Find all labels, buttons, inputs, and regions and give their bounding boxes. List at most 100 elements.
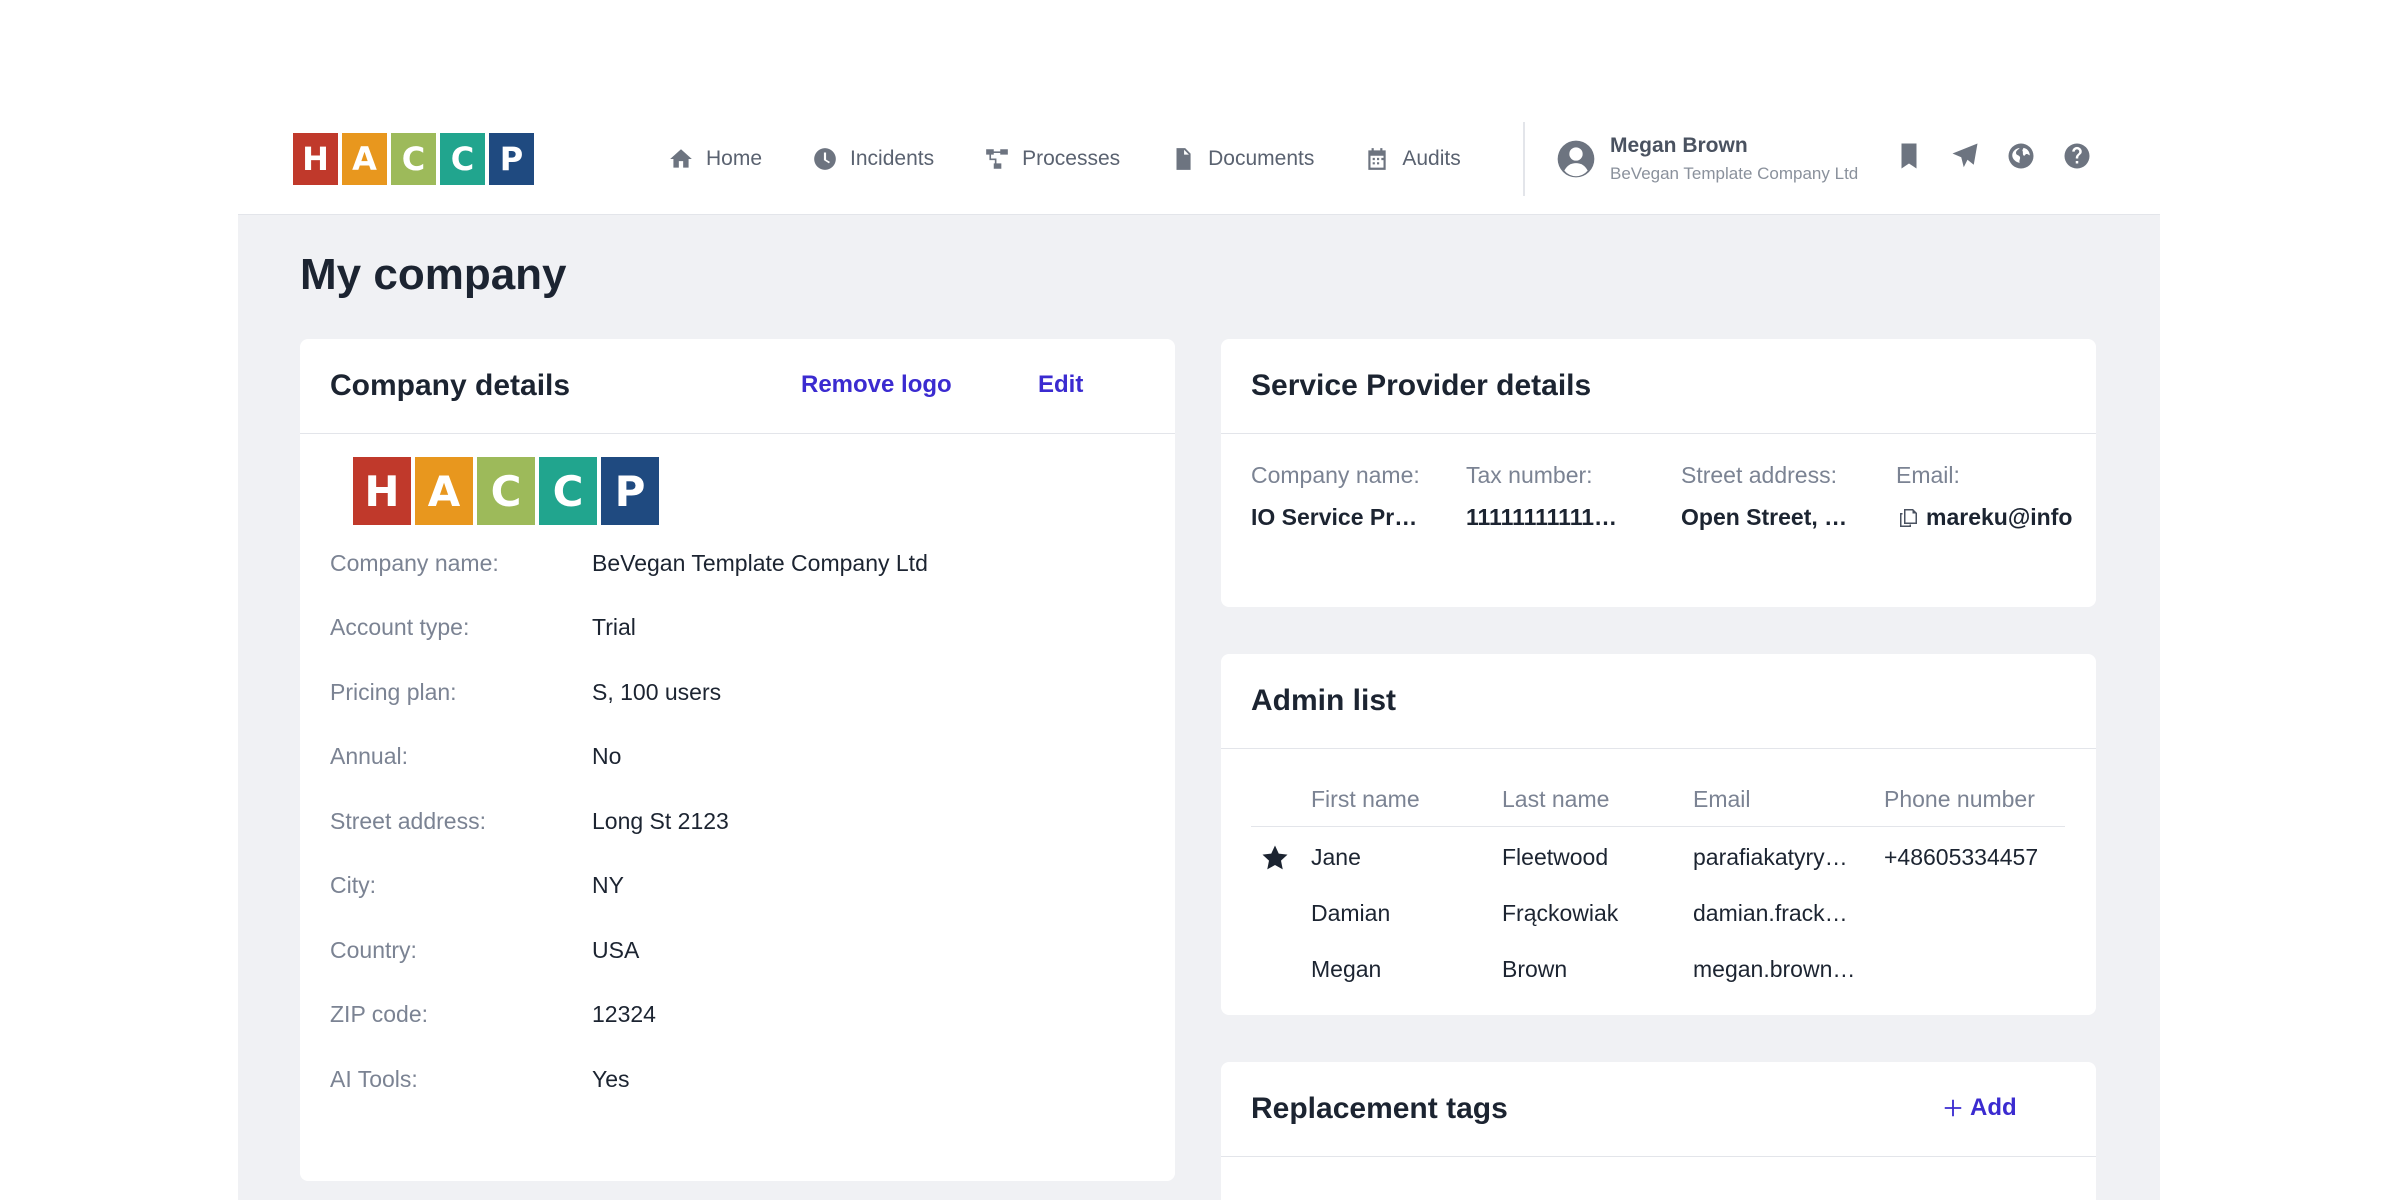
column-header: Last name — [1502, 786, 1610, 812]
cell-first-name: Damian — [1311, 900, 1391, 926]
logo-letter: C — [440, 133, 485, 185]
table-header-divider — [1251, 826, 2065, 827]
logo-letter: H — [293, 133, 338, 185]
top-navigation-bar — [238, 94, 2160, 215]
clock-icon — [814, 148, 836, 170]
cell-last-name: Brown — [1502, 956, 1568, 982]
cell-phone: +48605334457 — [1884, 844, 2039, 870]
sp-label: Email: — [1896, 462, 1960, 488]
sp-value: IO Service Pr… — [1251, 504, 1418, 530]
field-value: No — [592, 743, 622, 769]
cell-email: parafiakatyry… — [1693, 844, 1848, 870]
cell-email: damian.frack… — [1693, 900, 1848, 926]
field-value: Long St 2123 — [592, 808, 729, 834]
field-value: USA — [592, 937, 640, 963]
sp-value: 11111111111… — [1466, 504, 1618, 530]
star-icon — [1262, 845, 1288, 870]
nav-label: Incidents — [850, 147, 935, 170]
calendar-icon — [1368, 148, 1387, 170]
nav-item-incidents[interactable]: Incidents — [812, 146, 934, 172]
logo-letter: A — [342, 133, 387, 185]
admin-list-card: Admin list — [1221, 654, 2096, 1015]
replacement-tags-card: Replacement tags Add — [1221, 1062, 2096, 1200]
logo-letter: C — [539, 457, 597, 525]
company-details-card: Company details Remove logo Edit Company… — [300, 339, 1175, 1181]
field-value: 12324 — [592, 1001, 656, 1027]
field-label: Account type: — [330, 614, 470, 640]
field-label: Annual: — [330, 743, 409, 769]
user-menu[interactable]: Megan Brown BeVegan Template Company Ltd — [1556, 134, 1858, 184]
processes-icon — [986, 149, 1008, 169]
nav-divider — [1523, 122, 1525, 196]
page-title: My company — [300, 250, 567, 299]
cell-first-name: Megan — [1311, 956, 1382, 982]
logo-letter: A — [415, 457, 473, 525]
card-title: Service Provider details — [1251, 369, 1592, 402]
field-label: Company name: — [330, 550, 499, 576]
haccp-logo[interactable]: H A C C P — [293, 133, 534, 185]
remove-logo-button[interactable]: Remove logo — [801, 371, 952, 398]
nav-label: Audits — [1402, 147, 1461, 170]
company-logo: H A C C P — [353, 457, 659, 525]
nav-label: Processes — [1022, 147, 1121, 170]
main-nav: Home Incidents Processes Documents Audit… — [668, 142, 1511, 176]
nav-item-documents[interactable]: Documents — [1170, 146, 1314, 172]
globe-icon[interactable] — [2006, 141, 2036, 171]
sp-street-address: Street address: Open Street, … — [1681, 460, 1871, 531]
logo-letter: P — [489, 133, 534, 185]
home-icon — [670, 149, 692, 168]
field-label: AI Tools: — [330, 1066, 418, 1092]
send-icon[interactable] — [1950, 141, 1980, 171]
column-header: First name — [1311, 786, 1420, 812]
field-value: BeVegan Template Company Ltd — [592, 550, 928, 576]
field-label: City: — [330, 872, 376, 898]
service-provider-card: Service Provider details — [1221, 339, 2096, 607]
avatar-icon — [1557, 140, 1595, 178]
field-label: Country: — [330, 937, 417, 963]
field-label: ZIP code: — [330, 1001, 429, 1027]
plus-icon — [1944, 1099, 1962, 1117]
sp-label: Company name: — [1251, 462, 1420, 488]
field-value: S, 100 users — [592, 679, 722, 705]
logo-letter: C — [391, 133, 436, 185]
sp-label: Street address: — [1681, 462, 1837, 488]
nav-label: Documents — [1208, 147, 1315, 170]
sp-email: Email: mareku@info — [1896, 460, 2076, 531]
card-title: Replacement tags — [1251, 1092, 1508, 1125]
logo-letter: H — [353, 457, 411, 525]
user-company: BeVegan Template Company Ltd — [1610, 164, 1859, 183]
edit-button[interactable]: Edit — [1038, 371, 1084, 398]
logo-letter: P — [601, 457, 659, 525]
help-icon[interactable] — [2062, 141, 2092, 171]
sp-label: Tax number: — [1466, 462, 1593, 488]
copy-icon[interactable] — [1896, 506, 1920, 530]
nav-item-home[interactable]: Home — [668, 146, 762, 172]
toolbar-icons — [1894, 141, 2092, 171]
cell-last-name: Fleetwood — [1502, 844, 1609, 870]
nav-item-processes[interactable]: Processes — [984, 146, 1120, 172]
cell-first-name: Jane — [1311, 844, 1361, 870]
nav-label: Home — [706, 147, 763, 170]
field-value: Yes — [592, 1066, 630, 1092]
sp-tax-number: Tax number: 11111111111… — [1466, 460, 1656, 531]
card-title: Admin list — [1251, 684, 1397, 717]
cell-email: megan.brown… — [1693, 956, 1856, 982]
add-tag-button[interactable]: Add — [1942, 1094, 2017, 1122]
card-title: Company details — [330, 369, 571, 402]
cell-last-name: Frąckowiak — [1502, 900, 1619, 926]
sp-value: mareku@info — [1926, 504, 2073, 530]
field-value: NY — [592, 872, 624, 898]
column-header: Email — [1693, 786, 1751, 812]
field-value: Trial — [592, 614, 636, 640]
column-header: Phone number — [1884, 786, 2035, 812]
document-icon — [1176, 148, 1191, 170]
field-label: Pricing plan: — [330, 679, 457, 705]
add-label: Add — [1970, 1094, 2017, 1121]
sp-value: Open Street, … — [1681, 504, 1848, 530]
sp-company-name: Company name: IO Service Pr… — [1251, 460, 1431, 531]
user-name: Megan Brown — [1610, 134, 1748, 157]
field-label: Street address: — [330, 808, 486, 834]
nav-item-audits[interactable]: Audits — [1364, 146, 1461, 172]
logo-letter: C — [477, 457, 535, 525]
bookmark-icon[interactable] — [1894, 141, 1924, 171]
